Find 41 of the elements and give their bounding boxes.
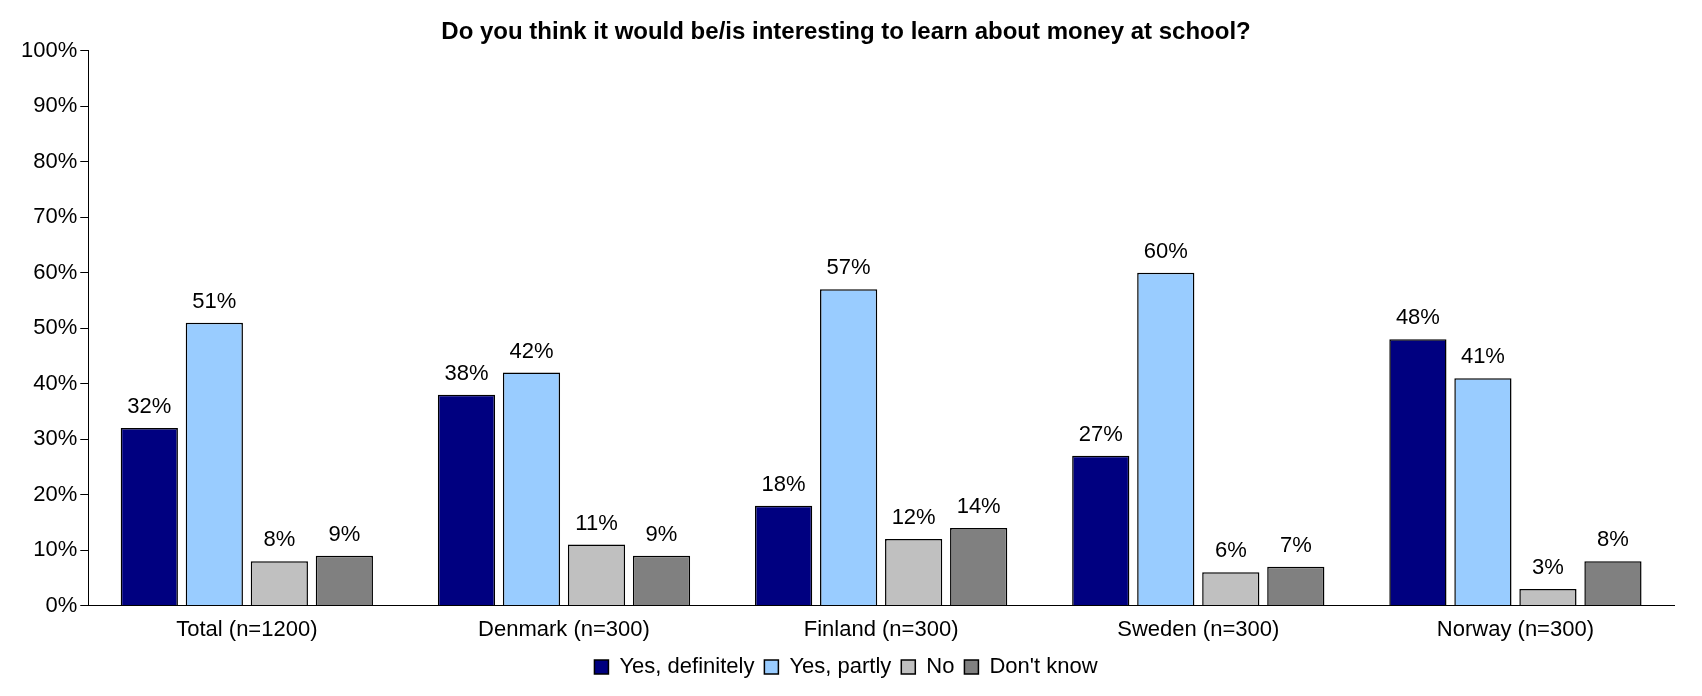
y-tick-label: 80% <box>33 147 78 173</box>
data-label: 27% <box>1078 420 1123 446</box>
data-label: 48% <box>1395 304 1440 330</box>
x-tick-label: Total (n=1200) <box>176 615 318 641</box>
y-tick-label: 0% <box>45 591 78 617</box>
legend-label: Yes, definitely <box>619 653 755 679</box>
y-tick-label: 20% <box>33 480 78 506</box>
data-label: 57% <box>826 254 871 280</box>
data-label: 41% <box>1460 343 1505 369</box>
y-tick-label: 70% <box>33 203 78 229</box>
x-tick-label: Sweden (n=300) <box>1117 615 1280 641</box>
x-tick-label: Norway (n=300) <box>1436 615 1594 641</box>
legend-label: Yes, partly <box>789 653 892 679</box>
data-label: 3% <box>1532 554 1564 580</box>
data-label: 9% <box>328 520 361 546</box>
data-label: 14% <box>956 492 1001 518</box>
y-tick-label: 30% <box>33 425 78 451</box>
chart-title: Do you think it would be/is interesting to learn about money at school? <box>441 17 1251 45</box>
y-tick-label: 10% <box>33 536 78 562</box>
data-label: 9% <box>645 520 678 546</box>
y-tick-label: 60% <box>33 258 78 284</box>
data-label: 8% <box>1597 526 1629 552</box>
data-label: 7% <box>1279 531 1312 557</box>
data-label: 32% <box>127 393 172 419</box>
x-tick-label: Finland (n=300) <box>803 615 959 641</box>
data-label: 11% <box>575 509 618 535</box>
y-tick-label: 90% <box>33 92 78 118</box>
data-label: 42% <box>509 337 554 363</box>
data-label: 6% <box>1214 537 1247 563</box>
legend-label: Don't know <box>989 653 1098 679</box>
data-label: 38% <box>444 359 489 385</box>
data-label: 12% <box>891 504 936 530</box>
data-label: 51% <box>192 287 237 313</box>
data-label: 18% <box>761 470 806 496</box>
legend-label: No <box>926 653 955 679</box>
y-tick-label: 100% <box>20 36 78 62</box>
y-tick-label: 40% <box>33 369 78 395</box>
data-label: 60% <box>1143 237 1188 263</box>
x-tick-label: Denmark (n=300) <box>478 615 650 641</box>
data-label: 8% <box>263 526 296 552</box>
y-tick-label: 50% <box>33 314 78 340</box>
